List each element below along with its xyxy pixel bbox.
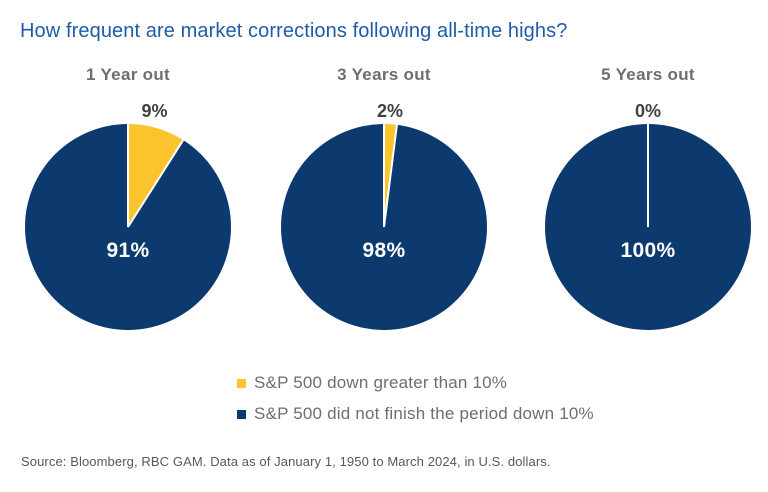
pie-subtitle: 1 Year out [86, 65, 170, 84]
pie-callout-label: 2% [376, 101, 403, 121]
source-note: Source: Bloomberg, RBC GAM. Data as of J… [21, 454, 551, 469]
legend-swatch-icon [237, 409, 246, 419]
legend-item: S&P 500 did not finish the period down 1… [237, 403, 594, 425]
pie-center-label: 98% [362, 239, 406, 262]
legend-item: S&P 500 down greater than 10% [237, 372, 594, 394]
pie-chart [25, 124, 231, 330]
pie-subtitle: 3 Years out [337, 65, 431, 84]
pie-chart-wrap: 98% [281, 124, 487, 330]
legend-label: S&P 500 did not finish the period down 1… [254, 404, 594, 423]
pie-group-5-years: 5 Years out 0% 100% [520, 56, 768, 330]
pie-charts-row: 1 Year out 9% 91% 3 Years out 2% 98% 5 Y… [0, 56, 768, 330]
pie-chart [545, 124, 751, 330]
pie-chart-wrap: 91% [25, 124, 231, 330]
legend-swatch-icon [237, 378, 246, 388]
pie-callout-label: 9% [141, 101, 168, 121]
chart-title: How frequent are market corrections foll… [20, 20, 568, 42]
callout-row: 9% [0, 100, 256, 122]
pie-group-3-years: 3 Years out 2% 98% [256, 56, 512, 330]
pie-center-label: 100% [620, 239, 676, 262]
pie-group-1-year: 1 Year out 9% 91% [0, 56, 256, 330]
pie-chart-wrap: 100% [545, 124, 751, 330]
legend-label: S&P 500 down greater than 10% [254, 373, 508, 392]
callout-row: 0% [520, 100, 768, 122]
callout-row: 2% [256, 100, 512, 122]
pie-chart [281, 124, 487, 330]
legend: S&P 500 down greater than 10% S&P 500 di… [237, 372, 594, 434]
pie-center-label: 91% [106, 239, 150, 262]
pie-subtitle: 5 Years out [601, 65, 695, 84]
pie-callout-label: 0% [634, 101, 661, 121]
